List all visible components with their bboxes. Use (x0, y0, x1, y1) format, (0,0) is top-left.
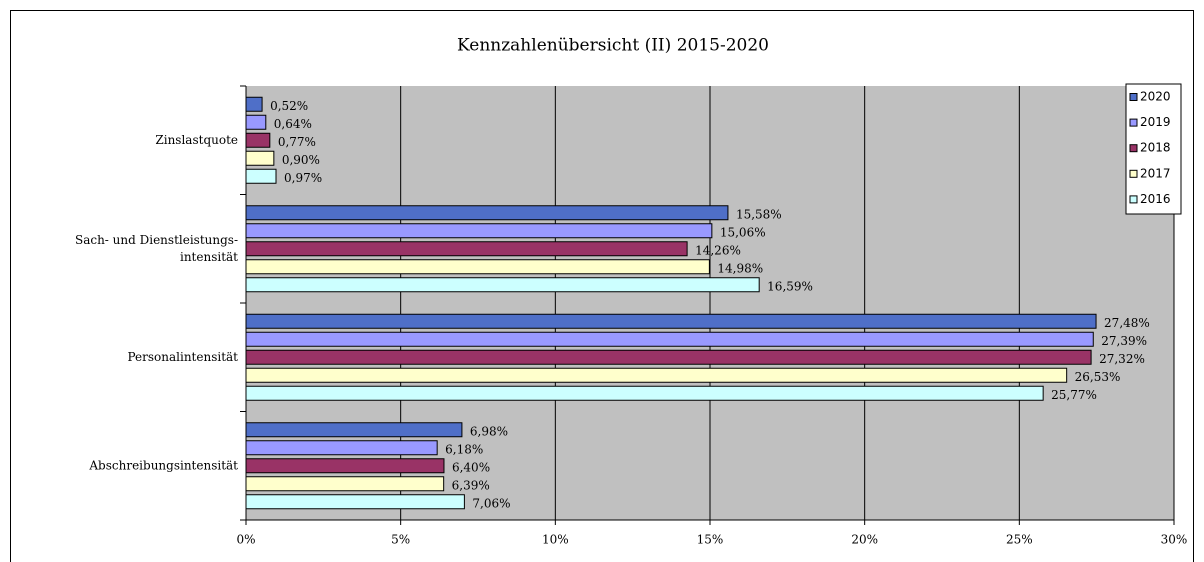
data-label: 6,39% (452, 478, 490, 492)
bar (245, 385, 1044, 401)
data-label: 6,18% (445, 442, 483, 456)
y-tick-label: Zinslastquote (155, 133, 238, 147)
y-tick-label: intensität (180, 250, 238, 264)
data-label: 16,59% (767, 279, 813, 293)
data-label: 6,40% (452, 460, 490, 474)
x-tick-label: 20% (851, 533, 878, 547)
bar (245, 259, 710, 275)
y-tick-label: Abschreibungsintensität (88, 458, 238, 472)
bar (245, 440, 438, 456)
data-label: 27,32% (1099, 352, 1145, 366)
bar (245, 494, 465, 510)
x-tick-label: 15% (697, 533, 724, 547)
data-label: 14,98% (717, 261, 763, 275)
bar (245, 241, 688, 257)
legend-swatch (1129, 169, 1138, 178)
x-tick-label: 5% (391, 533, 410, 547)
bar (245, 476, 445, 492)
bar (245, 132, 271, 148)
bar (245, 422, 463, 438)
data-label: 7,06% (472, 496, 510, 510)
bar (245, 114, 267, 130)
bar (245, 223, 713, 239)
data-label: 0,77% (278, 135, 316, 149)
legend-label: 2017 (1140, 166, 1171, 180)
legend-swatch (1129, 93, 1138, 101)
bar (245, 458, 445, 474)
legend-swatch (1129, 144, 1138, 153)
x-tick-label: 30% (1161, 533, 1188, 547)
bar (245, 277, 760, 293)
bar (245, 313, 1097, 329)
bar (245, 168, 277, 184)
x-tick-label: 0% (236, 533, 255, 547)
data-label: 0,52% (270, 99, 308, 113)
data-label: 0,64% (274, 117, 312, 131)
data-label: 6,98% (470, 424, 508, 438)
bar (245, 150, 275, 166)
y-tick-label: Sach- und Dienstleistungs- (75, 233, 238, 247)
data-label: 25,77% (1051, 388, 1097, 402)
data-label: 15,58% (736, 207, 782, 221)
chart-title: Kennzahlenübersicht (II) 2015-2020 (457, 36, 769, 56)
bar (245, 331, 1094, 347)
data-label: 15,06% (720, 225, 766, 239)
bar (245, 96, 263, 112)
legend-swatch (1129, 118, 1138, 127)
legend-label: 2018 (1140, 141, 1171, 155)
data-label: 27,39% (1101, 334, 1147, 348)
legend-label: 2020 (1140, 90, 1171, 104)
data-label: 0,97% (284, 171, 322, 185)
bar (245, 349, 1092, 365)
bar (245, 367, 1068, 383)
legend-label: 2019 (1140, 115, 1171, 129)
legend-swatch (1129, 195, 1138, 204)
bar (245, 205, 729, 221)
data-label: 27,48% (1104, 316, 1150, 330)
x-tick-label: 25% (1006, 533, 1033, 547)
data-label: 0,90% (282, 153, 320, 167)
data-label: 26,53% (1075, 370, 1121, 384)
y-tick-label: Personalintensität (128, 350, 239, 364)
legend-label: 2016 (1140, 192, 1171, 206)
x-tick-label: 10% (542, 533, 569, 547)
data-label: 14,26% (695, 243, 741, 257)
